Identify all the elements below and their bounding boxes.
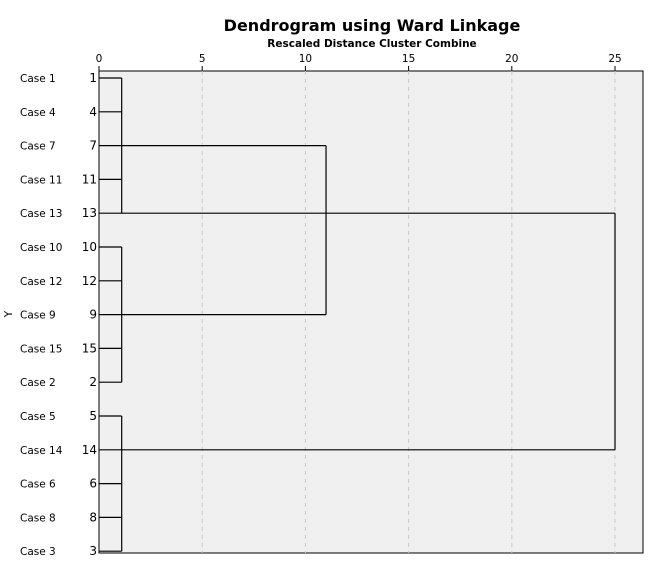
x-tick-label-5: 5 [199,53,206,65]
case-label-12: Case 12 [20,276,62,288]
leaf-number-12: 12 [82,274,97,288]
case-label-8: Case 8 [20,512,56,524]
plot-area [98,70,644,554]
x-tick-label-25: 25 [608,53,621,65]
case-label-5: Case 5 [20,411,56,423]
x-tick-label-20: 20 [505,53,518,65]
y-axis-label: Y [3,310,15,318]
leaf-number-11: 11 [82,172,97,186]
x-tick-label-10: 10 [299,53,312,65]
leaf-number-5: 5 [89,409,97,423]
case-label-13: Case 13 [20,208,62,220]
x-axis: 0 5 10 15 20 25 [96,53,622,71]
leaf-number-8: 8 [89,510,97,524]
chart-title: Dendrogram using Ward Linkage [224,16,521,35]
case-label-11: Case 11 [20,174,62,186]
leaf-number-15: 15 [82,341,97,355]
leaf-number-9: 9 [89,308,97,322]
leaf-number-7: 7 [89,139,97,153]
case-label-1: Case 1 [20,73,56,85]
leaf-number-4: 4 [89,105,97,119]
case-label-6: Case 6 [20,479,56,491]
case-label-14: Case 14 [20,445,63,457]
case-label-2: Case 2 [20,377,56,389]
case-label-9: Case 9 [20,310,56,322]
leaf-number-2: 2 [89,375,97,389]
case-label-10: Case 10 [20,242,62,254]
case-label-7: Case 7 [20,141,56,153]
x-tick-label-0: 0 [96,53,103,65]
x-tick-label-15: 15 [402,53,415,65]
case-label-3: Case 3 [20,546,56,558]
leaf-number-13: 13 [82,206,97,220]
chart-subtitle: Rescaled Distance Cluster Combine [267,38,476,50]
leaf-number-14: 14 [82,443,97,457]
leaf-number-1: 1 [89,71,97,85]
leaf-number-3: 3 [89,544,97,558]
case-label-4: Case 4 [20,107,56,119]
dendrogram-links [99,77,616,552]
leaf-number-6: 6 [89,477,97,491]
case-label-15: Case 15 [20,343,62,355]
leaf-number-10: 10 [82,240,97,254]
plot-background [98,70,644,554]
